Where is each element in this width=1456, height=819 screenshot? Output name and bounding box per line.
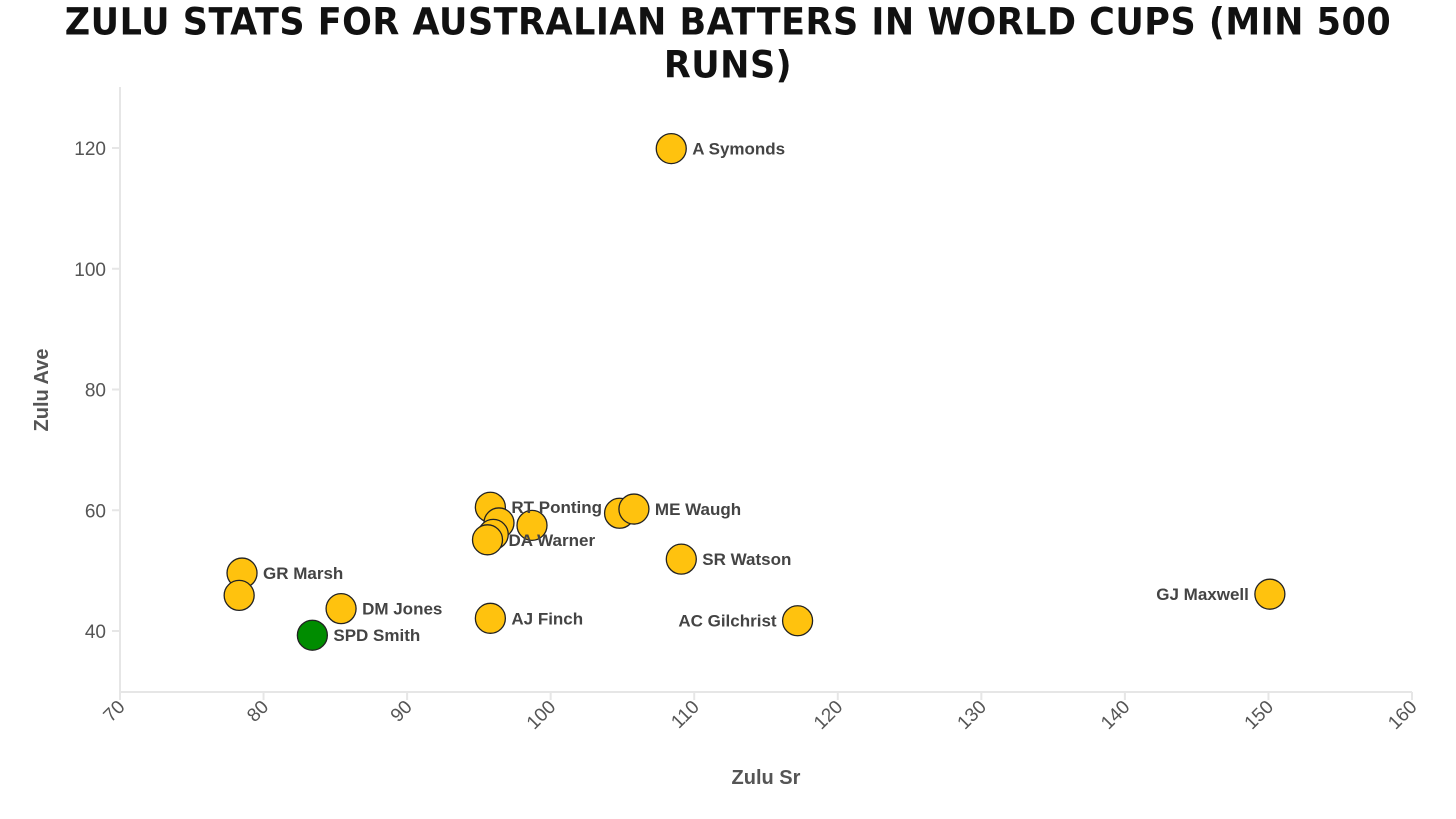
x-tick-label: 140 bbox=[1097, 697, 1134, 734]
data-point[interactable] bbox=[296, 619, 329, 651]
x-tick-label: 160 bbox=[1384, 697, 1421, 734]
x-tick-label: 100 bbox=[523, 697, 560, 734]
data-point[interactable] bbox=[223, 579, 255, 612]
chart-title: Zulu Stats for Australian Batters in Wor… bbox=[64, 0, 1392, 88]
data-point[interactable] bbox=[474, 602, 507, 634]
data-label: ME Waugh bbox=[655, 500, 741, 519]
data-labels: A Symonds RT Ponting ME Waugh DA Warner SR W… bbox=[263, 140, 1249, 646]
x-tick-label: 150 bbox=[1241, 697, 1278, 734]
data-label: RT Ponting bbox=[511, 498, 602, 517]
y-ticks: 40 60 80 100 120 bbox=[74, 139, 120, 643]
x-ticks: 70 80 90 100 110 120 130 140 150 160 bbox=[100, 692, 1422, 734]
data-label: SR Watson bbox=[702, 550, 791, 569]
data-point[interactable] bbox=[325, 593, 357, 625]
data-label: GR Marsh bbox=[263, 564, 343, 583]
data-label: AJ Finch bbox=[511, 609, 583, 628]
data-point[interactable] bbox=[1254, 578, 1286, 610]
data-point[interactable] bbox=[516, 509, 548, 541]
data-label: GJ Maxwell bbox=[1156, 585, 1249, 604]
x-tick-label: 120 bbox=[810, 697, 847, 734]
data-point[interactable] bbox=[781, 605, 814, 637]
y-tick-label: 100 bbox=[74, 260, 106, 281]
x-axis-title: Zulu Sr bbox=[732, 767, 801, 789]
data-label: SPD Smith bbox=[333, 626, 420, 645]
x-tick-label: 80 bbox=[243, 697, 273, 727]
y-axis-title: Zulu Ave bbox=[31, 349, 53, 432]
data-label: DM Jones bbox=[362, 600, 442, 619]
x-tick-label: 110 bbox=[667, 697, 703, 733]
y-tick-label: 40 bbox=[85, 622, 106, 643]
data-label: A Symonds bbox=[692, 140, 785, 159]
data-point[interactable] bbox=[618, 493, 650, 525]
data-point[interactable] bbox=[471, 524, 504, 556]
x-tick-label: 90 bbox=[387, 697, 417, 727]
x-tick-label: 70 bbox=[100, 697, 130, 727]
data-label: AC Gilchrist bbox=[678, 612, 777, 631]
data-label: DA Warner bbox=[509, 531, 596, 550]
y-tick-label: 120 bbox=[74, 139, 106, 160]
data-points bbox=[223, 132, 1286, 651]
data-point[interactable] bbox=[665, 543, 697, 575]
x-tick-label: 130 bbox=[954, 697, 991, 734]
data-point[interactable] bbox=[655, 132, 687, 165]
y-tick-label: 60 bbox=[85, 501, 106, 522]
y-tick-label: 80 bbox=[85, 381, 106, 402]
